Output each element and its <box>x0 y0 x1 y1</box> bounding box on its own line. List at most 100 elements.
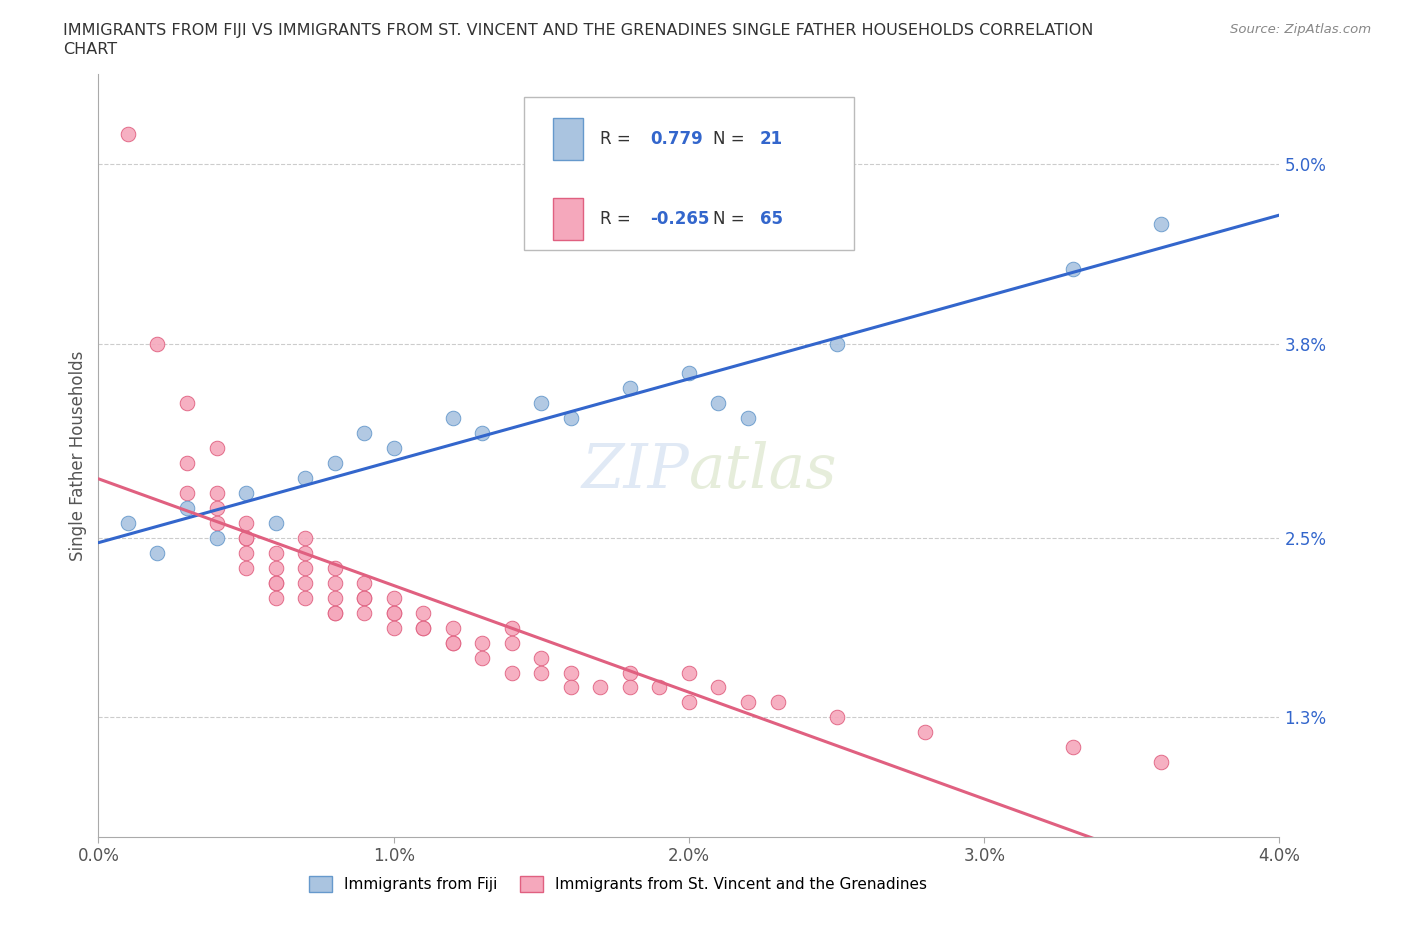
Point <box>235 515 257 530</box>
Point <box>294 561 316 576</box>
Point <box>382 441 405 456</box>
Point <box>707 680 730 695</box>
Point <box>382 591 405 605</box>
Point <box>560 411 582 426</box>
Point <box>501 635 523 650</box>
Text: R =: R = <box>600 210 637 228</box>
Point <box>176 500 198 515</box>
Point <box>560 665 582 680</box>
Point <box>589 680 612 695</box>
Text: R =: R = <box>600 130 637 148</box>
Point <box>914 724 936 739</box>
Point <box>382 605 405 620</box>
Point <box>176 485 198 500</box>
Point <box>117 126 139 141</box>
Text: N =: N = <box>713 130 749 148</box>
Point <box>825 336 848 351</box>
Point <box>235 485 257 500</box>
Point <box>146 546 169 561</box>
Point <box>530 396 553 411</box>
FancyBboxPatch shape <box>523 98 855 250</box>
Point <box>323 456 346 471</box>
Text: 21: 21 <box>759 130 783 148</box>
Point <box>294 471 316 485</box>
Point <box>323 576 346 591</box>
Point <box>619 381 641 396</box>
Point <box>353 576 375 591</box>
Point <box>825 710 848 724</box>
Text: ZIP: ZIP <box>581 441 689 501</box>
Point <box>264 546 287 561</box>
Point <box>1150 217 1173 232</box>
Point <box>678 695 700 710</box>
Point <box>560 680 582 695</box>
Point <box>323 605 346 620</box>
Point <box>412 605 434 620</box>
Point <box>441 620 464 635</box>
Point <box>766 695 789 710</box>
Point <box>264 576 287 591</box>
Point <box>323 591 346 605</box>
Point <box>471 426 494 441</box>
Point <box>619 680 641 695</box>
Point <box>205 485 228 500</box>
Point <box>441 635 464 650</box>
Text: -0.265: -0.265 <box>650 210 710 228</box>
Point <box>235 530 257 545</box>
Point <box>471 650 494 665</box>
Text: atlas: atlas <box>689 441 838 501</box>
Point <box>530 650 553 665</box>
Point <box>323 605 346 620</box>
Point <box>205 530 228 545</box>
Point <box>264 515 287 530</box>
Point <box>412 620 434 635</box>
Point <box>737 411 759 426</box>
Point <box>353 591 375 605</box>
Point <box>471 635 494 650</box>
Point <box>353 426 375 441</box>
Point <box>353 591 375 605</box>
Point <box>205 441 228 456</box>
Point <box>382 605 405 620</box>
Point <box>441 635 464 650</box>
Text: N =: N = <box>713 210 749 228</box>
Point <box>678 366 700 381</box>
Point <box>146 336 169 351</box>
Point <box>707 396 730 411</box>
Point <box>648 680 671 695</box>
Point <box>1150 755 1173 770</box>
Text: IMMIGRANTS FROM FIJI VS IMMIGRANTS FROM ST. VINCENT AND THE GRENADINES SINGLE FA: IMMIGRANTS FROM FIJI VS IMMIGRANTS FROM … <box>63 23 1094 38</box>
Point <box>619 665 641 680</box>
Point <box>678 665 700 680</box>
Point <box>176 456 198 471</box>
Point <box>1062 261 1084 276</box>
Text: Source: ZipAtlas.com: Source: ZipAtlas.com <box>1230 23 1371 36</box>
Point <box>441 411 464 426</box>
Point <box>1062 740 1084 755</box>
Point <box>382 620 405 635</box>
Text: 65: 65 <box>759 210 783 228</box>
FancyBboxPatch shape <box>553 118 582 160</box>
Point <box>294 530 316 545</box>
Y-axis label: Single Father Households: Single Father Households <box>69 351 87 561</box>
Point <box>737 695 759 710</box>
Point <box>501 665 523 680</box>
FancyBboxPatch shape <box>553 198 582 240</box>
Point <box>294 576 316 591</box>
Point <box>353 605 375 620</box>
Legend: Immigrants from Fiji, Immigrants from St. Vincent and the Grenadines: Immigrants from Fiji, Immigrants from St… <box>302 870 934 898</box>
Point <box>264 591 287 605</box>
Point <box>264 561 287 576</box>
Point <box>501 620 523 635</box>
Point <box>176 396 198 411</box>
Point <box>235 546 257 561</box>
Point <box>264 576 287 591</box>
Point <box>323 561 346 576</box>
Point <box>117 515 139 530</box>
Text: CHART: CHART <box>63 42 117 57</box>
Point <box>235 530 257 545</box>
Point <box>294 546 316 561</box>
Point <box>205 500 228 515</box>
Point <box>235 561 257 576</box>
Text: 0.779: 0.779 <box>650 130 703 148</box>
